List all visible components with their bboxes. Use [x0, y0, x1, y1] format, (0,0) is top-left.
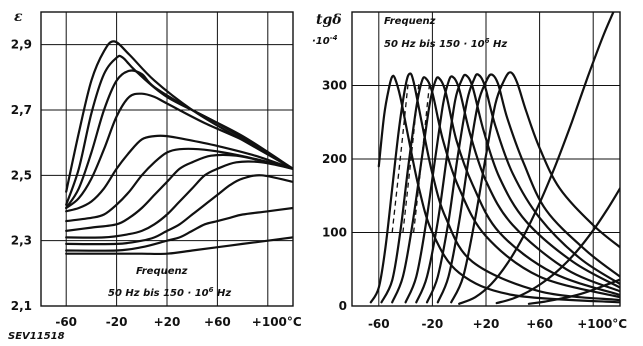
y-tick-label: 0: [339, 299, 347, 313]
x-tick-label: +20: [473, 317, 500, 331]
series-line-3: [65, 69, 293, 210]
series-line-5: [404, 75, 620, 304]
series-line-12: [527, 278, 620, 305]
permittivity-tick-labels: 2,1 2,3 2,5 2,7 2,9 -60 -20 +20 +60 +100°C: [11, 38, 302, 329]
y-tick-label: 2,3: [11, 234, 32, 248]
series-line-9: [450, 71, 620, 304]
figure-id-label: SEV11518: [8, 331, 65, 342]
permittivity-grid: [40, 11, 294, 307]
series-line-2: [369, 72, 620, 304]
y-tick-label: 2,5: [11, 168, 32, 182]
frequency-label: Frequenz: [384, 16, 436, 27]
frequency-label: Frequenz: [136, 266, 188, 277]
series-line-6: [65, 147, 293, 223]
series-line-2: [65, 54, 293, 206]
dashed-series-line-1: [391, 81, 409, 233]
x-tick-label: +100°C: [577, 317, 627, 331]
loss-factor-axis-multiplier: ·10-4: [312, 34, 338, 47]
series-line-7: [65, 153, 293, 232]
x-tick-label: -20: [106, 315, 128, 329]
x-tick-label: +20: [154, 315, 181, 329]
y-tick-label: 100: [322, 226, 347, 240]
x-tick-label: +60: [204, 315, 231, 329]
dashed-series-line-2: [402, 81, 420, 233]
series-line-1: [65, 40, 293, 193]
x-tick-label: -60: [55, 315, 77, 329]
series-line-5: [65, 134, 293, 213]
loss-factor-chart: tgδ ·10-4 0 100 200 300 -60 -20 +20 +60 +100°C F…: [312, 11, 627, 332]
y-tick-label: 200: [322, 152, 347, 166]
series-line-4: [65, 92, 293, 210]
loss-factor-tick-labels: 0 100 200 300 -60 -20 +20 +60 +100°C: [322, 79, 627, 332]
series-line-10: [458, 12, 615, 305]
x-tick-label: -60: [368, 317, 390, 331]
y-tick-label: 2,1: [11, 299, 32, 313]
series-line-11: [65, 236, 293, 256]
y-tick-label: 300: [322, 79, 347, 93]
dashed-series-line-3: [412, 81, 431, 233]
series-line-9: [65, 174, 293, 246]
series-line-11: [495, 187, 620, 305]
series-line-8: [65, 160, 293, 239]
loss-factor-axis-label: tgδ: [316, 12, 342, 28]
permittivity-axis-label: ε: [14, 9, 23, 25]
frequency-range-label: 50 Hz bis 150 · 106 Hz: [384, 37, 507, 50]
y-tick-label: 2,7: [11, 103, 32, 117]
loss-factor-curves: [369, 12, 620, 305]
y-tick-label: 2,9: [11, 38, 32, 52]
series-line-3: [380, 76, 620, 304]
x-tick-label: +100°C: [252, 315, 302, 329]
series-line-7: [425, 73, 620, 304]
series-line-1: [377, 74, 620, 304]
series-line-10: [65, 206, 293, 252]
series-line-4: [391, 76, 620, 304]
permittivity-chart: ε 2,1 2,3 2,5 2,7 2,9 -60 -20 +20 +60 +100°C Freq…: [11, 9, 302, 329]
frequency-range-label: 50 Hz bis 150 · 106 Hz: [108, 286, 231, 299]
series-line-6: [415, 73, 620, 304]
x-tick-label: +60: [526, 317, 553, 331]
permittivity-curves: [65, 40, 293, 256]
x-tick-label: -20: [422, 317, 444, 331]
series-line-8: [436, 73, 620, 304]
